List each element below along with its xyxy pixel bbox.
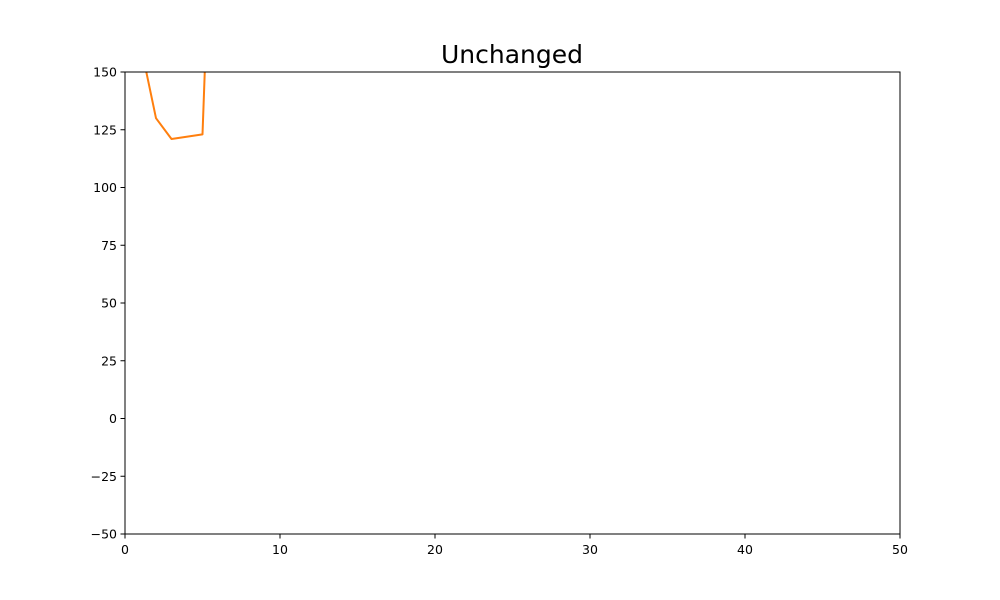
series-layer bbox=[145, 72, 206, 140]
y-tick-label: 75 bbox=[101, 238, 117, 253]
plot-frame bbox=[124, 71, 901, 535]
x-axis: 0 10 20 30 40 50 bbox=[121, 534, 908, 557]
y-tick-label: −25 bbox=[91, 469, 117, 484]
y-tick-label: 100 bbox=[93, 180, 117, 195]
y-tick-label: 125 bbox=[93, 122, 117, 137]
y-tick-label: 50 bbox=[101, 296, 117, 311]
x-tick-label: 50 bbox=[892, 542, 908, 557]
y-tick-label: 25 bbox=[101, 353, 117, 368]
chart-title: Unchanged bbox=[441, 40, 583, 69]
y-axis: −50 −25 0 25 50 75 100 125 150 bbox=[91, 65, 125, 542]
x-tick-label: 30 bbox=[582, 542, 598, 557]
x-tick-label: 40 bbox=[737, 542, 753, 557]
y-tick-label: 150 bbox=[93, 65, 117, 80]
x-tick-label: 10 bbox=[272, 542, 288, 557]
y-tick-label: −50 bbox=[91, 527, 117, 542]
y-tick-label: 0 bbox=[109, 411, 117, 426]
series-line bbox=[145, 72, 206, 140]
x-tick-label: 20 bbox=[427, 542, 443, 557]
x-tick-label: 0 bbox=[121, 542, 129, 557]
